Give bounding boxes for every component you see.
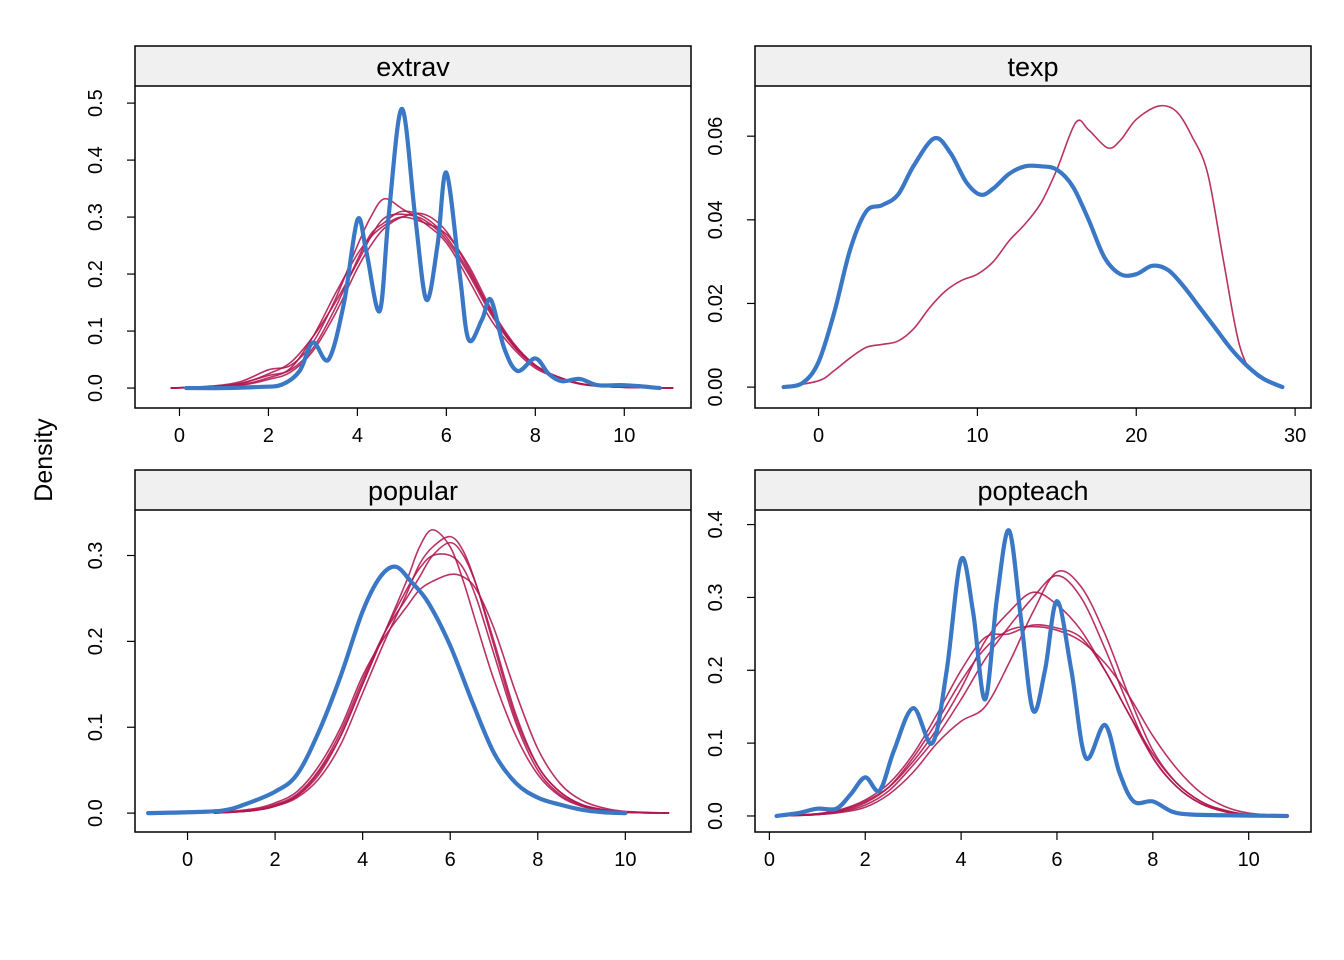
y-tick-label: 0.00 — [705, 368, 727, 407]
density-lines — [170, 106, 674, 391]
x-tick-label: 0 — [813, 425, 824, 447]
y-tick-label: 0.1 — [85, 713, 107, 741]
imputed-density-line-2 — [170, 197, 674, 389]
imputed-density-line-1 — [213, 528, 670, 814]
density-lines — [781, 104, 1285, 390]
observed-density-line — [774, 528, 1290, 819]
panel-title: popular — [368, 476, 458, 506]
panel-border — [134, 469, 692, 833]
imputed-density-line-4 — [213, 573, 670, 814]
imputed-density-line-1 — [170, 213, 674, 389]
x-tick-label: 6 — [445, 849, 456, 871]
y-tick-label: 0.02 — [705, 284, 727, 323]
panel-border — [754, 45, 1312, 409]
y-tick-label: 0.0 — [705, 802, 727, 830]
panel-border — [134, 45, 692, 409]
x-tick-label: 4 — [352, 425, 363, 447]
panel-title: extrav — [376, 52, 450, 82]
panel-popular: popular 0 2 4 6 8 10 0.0 0.1 0.2 0.3 — [85, 469, 692, 871]
x-tick-label: 6 — [441, 425, 452, 447]
panel-popteach: popteach 0 2 4 6 8 10 0.0 0.1 0.2 0.3 0.4 — [705, 469, 1312, 871]
imputed-density-line-2 — [213, 535, 670, 814]
x-tick-label: 30 — [1284, 425, 1306, 447]
x-tick-label: 4 — [357, 849, 368, 871]
imputed-density-line-4 — [778, 570, 1288, 817]
imputed-density-line-3 — [213, 541, 670, 814]
observed-density-line — [146, 564, 628, 816]
imputed-density-line-4 — [170, 210, 674, 389]
x-tick-label: 0 — [182, 849, 193, 871]
x-tick-label: 2 — [270, 849, 281, 871]
y-tick-label: 0.2 — [85, 627, 107, 655]
x-tick-label: 6 — [1051, 849, 1062, 871]
x-tick-label: 2 — [263, 425, 274, 447]
panel-strip — [755, 470, 1311, 510]
y-tick-label: 0.1 — [705, 729, 727, 757]
panel-strip — [755, 46, 1311, 86]
imputed-density-line-5 — [778, 625, 1288, 817]
imputed-density-line-5 — [170, 212, 674, 389]
x-tick-label: 10 — [966, 425, 988, 447]
y-tick-label: 0.2 — [705, 656, 727, 684]
y-tick-label: 0.04 — [705, 200, 727, 239]
panel-title: popteach — [977, 476, 1088, 506]
imputed-density-line-5 — [213, 553, 670, 814]
x-tick-label: 10 — [613, 425, 635, 447]
panel-extrav: extrav 0 2 4 6 8 10 0.0 0.1 0.2 0.3 0.4 0.5 — [85, 45, 692, 447]
y-tick-label: 0.2 — [85, 260, 107, 288]
x-tick-label: 8 — [530, 425, 541, 447]
x-tick-label: 8 — [1147, 849, 1158, 871]
x-tick-label: 8 — [532, 849, 543, 871]
imputed-density-line-3 — [170, 216, 674, 389]
imputed-density-line-2 — [778, 591, 1288, 817]
y-tick-label: 0.1 — [85, 317, 107, 345]
y-tick-label: 0.3 — [705, 584, 727, 612]
panel-title: texp — [1007, 52, 1058, 82]
x-tick-label: 2 — [860, 849, 871, 871]
panel-strip — [135, 470, 691, 510]
panel-strip — [135, 46, 691, 86]
x-tick-label: 10 — [614, 849, 636, 871]
y-tick-label: 0.4 — [705, 511, 727, 539]
y-axis-label: Density — [30, 418, 58, 502]
observed-density-line — [184, 106, 662, 391]
y-tick-label: 0.3 — [85, 542, 107, 570]
y-tick-label: 0.0 — [85, 799, 107, 827]
y-tick-label: 0.06 — [705, 117, 727, 156]
observed-density-line — [781, 135, 1285, 390]
density-lines — [774, 528, 1290, 819]
panel-border — [754, 469, 1312, 833]
y-tick-label: 0.3 — [85, 203, 107, 231]
density-lines — [146, 528, 670, 816]
y-tick-label: 0.4 — [85, 146, 107, 174]
panel-texp: texp 0 10 20 30 0.00 0.02 0.04 0.06 — [705, 45, 1312, 447]
y-tick-label: 0.0 — [85, 374, 107, 402]
x-tick-label: 10 — [1238, 849, 1260, 871]
imputed-density-line-1 — [783, 104, 1283, 388]
x-tick-label: 0 — [174, 425, 185, 447]
x-tick-label: 20 — [1125, 425, 1147, 447]
x-tick-label: 4 — [956, 849, 967, 871]
y-tick-label: 0.5 — [85, 89, 107, 117]
x-tick-label: 0 — [764, 849, 775, 871]
